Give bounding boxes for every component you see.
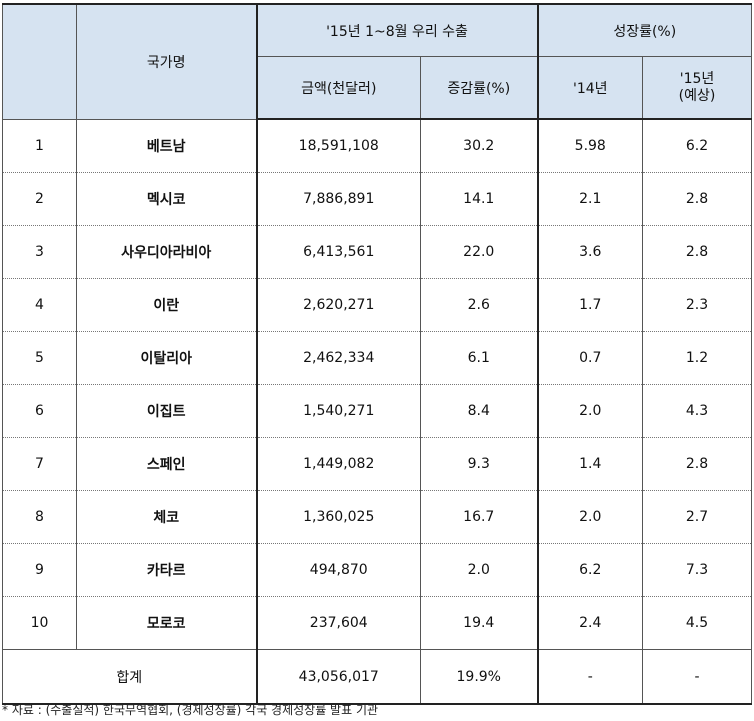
row-country: 이탈리아 (76, 331, 257, 385)
row-country: 모로코 (76, 596, 257, 650)
row-growth-14: 2.1 (537, 172, 643, 226)
row-change: 22.0 (420, 225, 539, 279)
total-change: 19.9% (420, 649, 539, 705)
row-amount: 1,540,271 (255, 384, 421, 438)
row-growth-14: 6.2 (537, 543, 643, 597)
header-growth-group: 성장률(%) (537, 3, 752, 57)
row-amount: 2,620,271 (255, 278, 421, 332)
table-header: 국가명 '15년 1~8월 우리 수출 성장률(%) 금액(천달러) 증감률(%… (2, 3, 752, 120)
row-growth-14: 0.7 (537, 331, 643, 385)
row-change: 9.3 (420, 437, 539, 491)
table-row: 2 멕시코 7,886,891 14.1 2.1 2.8 (2, 172, 752, 226)
table-footer: 합계 43,056,017 19.9% - - (2, 649, 752, 705)
row-amount: 18,591,108 (255, 119, 421, 173)
row-country: 사우디아라비아 (76, 225, 257, 279)
row-number: 5 (2, 331, 77, 385)
table-row: 1 베트남 18,591,108 30.2 5.98 6.2 (2, 119, 752, 173)
row-change: 30.2 (420, 119, 539, 173)
row-number: 6 (2, 384, 77, 438)
row-country: 체코 (76, 490, 257, 544)
total-growth-14: - (537, 649, 643, 705)
row-country: 멕시코 (76, 172, 257, 226)
total-amount: 43,056,017 (255, 649, 421, 705)
row-growth-15: 2.3 (642, 278, 752, 332)
table-row: 4 이란 2,620,271 2.6 1.7 2.3 (2, 278, 752, 332)
row-growth-15: 2.8 (642, 437, 752, 491)
row-change: 2.6 (420, 278, 539, 332)
row-number: 2 (2, 172, 77, 226)
row-number: 1 (2, 119, 77, 173)
row-growth-14: 1.7 (537, 278, 643, 332)
export-growth-table: 국가명 '15년 1~8월 우리 수출 성장률(%) 금액(천달러) 증감률(%… (2, 3, 752, 705)
row-growth-14: 3.6 (537, 225, 643, 279)
row-country: 카타르 (76, 543, 257, 597)
row-amount: 1,449,082 (255, 437, 421, 491)
table-row: 8 체코 1,360,025 16.7 2.0 2.7 (2, 490, 752, 544)
table-row: 3 사우디아라비아 6,413,561 22.0 3.6 2.8 (2, 225, 752, 279)
row-growth-14: 5.98 (537, 119, 643, 173)
row-amount: 7,886,891 (255, 172, 421, 226)
header-growth-15-year: '15년 (679, 70, 715, 87)
table-row: 10 모로코 237,604 19.4 2.4 4.5 (2, 596, 752, 650)
table-row: 7 스페인 1,449,082 9.3 1.4 2.8 (2, 437, 752, 491)
header-change: 증감률(%) (420, 56, 539, 120)
row-number: 4 (2, 278, 77, 332)
row-growth-15: 2.8 (642, 225, 752, 279)
row-change: 6.1 (420, 331, 539, 385)
row-amount: 2,462,334 (255, 331, 421, 385)
row-change: 14.1 (420, 172, 539, 226)
row-country: 이란 (76, 278, 257, 332)
row-growth-15: 4.5 (642, 596, 752, 650)
header-country: 국가명 (76, 3, 257, 120)
header-growth-15-note: (예상) (678, 87, 716, 104)
row-amount: 237,604 (255, 596, 421, 650)
row-change: 2.0 (420, 543, 539, 597)
row-growth-14: 2.0 (537, 384, 643, 438)
table-row: 5 이탈리아 2,462,334 6.1 0.7 1.2 (2, 331, 752, 385)
total-growth-15: - (642, 649, 752, 705)
table-row: 9 카타르 494,870 2.0 6.2 7.3 (2, 543, 752, 597)
header-no-blank (2, 3, 77, 120)
row-growth-15: 6.2 (642, 119, 752, 173)
table-body: 1 베트남 18,591,108 30.2 5.98 6.2 2 멕시코 7,886,891 14… (2, 119, 752, 650)
row-change: 8.4 (420, 384, 539, 438)
row-country: 스페인 (76, 437, 257, 491)
row-country: 베트남 (76, 119, 257, 173)
row-number: 7 (2, 437, 77, 491)
header-growth-15: '15년 (예상) (642, 56, 752, 120)
row-amount: 6,413,561 (255, 225, 421, 279)
row-amount: 494,870 (255, 543, 421, 597)
header-amount: 금액(천달러) (255, 56, 421, 120)
row-amount: 1,360,025 (255, 490, 421, 544)
row-growth-15: 2.8 (642, 172, 752, 226)
row-number: 8 (2, 490, 77, 544)
source-footnote: * 자료 : (수출실적) 한국무역협회, (경제성장률) 각국 경제성장률 발… (2, 703, 379, 717)
table-row: 6 이집트 1,540,271 8.4 2.0 4.3 (2, 384, 752, 438)
row-change: 19.4 (420, 596, 539, 650)
total-label: 합계 (2, 649, 257, 705)
row-growth-14: 2.4 (537, 596, 643, 650)
row-growth-15: 2.7 (642, 490, 752, 544)
total-row: 합계 43,056,017 19.9% - - (2, 649, 752, 705)
row-country: 이집트 (76, 384, 257, 438)
row-growth-14: 2.0 (537, 490, 643, 544)
row-growth-15: 1.2 (642, 331, 752, 385)
row-number: 3 (2, 225, 77, 279)
row-growth-15: 4.3 (642, 384, 752, 438)
row-growth-15: 7.3 (642, 543, 752, 597)
header-export-group: '15년 1~8월 우리 수출 (255, 3, 539, 57)
row-number: 9 (2, 543, 77, 597)
row-number: 10 (2, 596, 77, 650)
header-growth-14: '14년 (537, 56, 643, 120)
row-growth-14: 1.4 (537, 437, 643, 491)
row-change: 16.7 (420, 490, 539, 544)
